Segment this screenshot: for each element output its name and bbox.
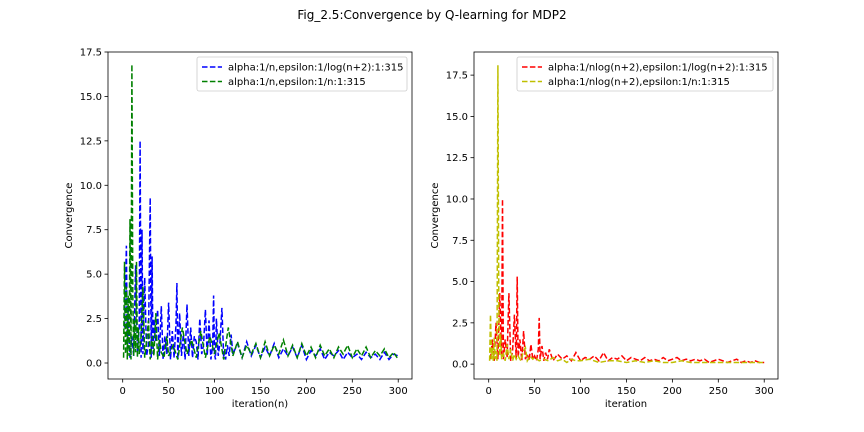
series-group [488, 65, 765, 364]
x-tick-label: 0 [486, 386, 492, 397]
y-tick-label: 17.5 [80, 48, 102, 59]
x-tick-label: 150 [251, 386, 270, 397]
y-tick-label: 17.5 [446, 71, 468, 82]
x-axis-label: iteration [605, 399, 647, 410]
series-line-1 [122, 64, 399, 361]
right-chart: 0 50 100 150 200 250 300 0.0 2.5 5.0 7.5 10.0 12.5 15… [430, 51, 779, 410]
x-tick-label: 0 [120, 386, 126, 397]
y-tick-label: 5.0 [86, 270, 102, 281]
legend-label: alpha:1/nlog(n+2),epsilon:1/log(n+2):1:3… [548, 63, 768, 74]
left-chart: 0 50 100 150 200 250 300 0.0 2.5 5.0 7.5 10.0 12.5 15… [64, 48, 413, 410]
x-tick-label: 300 [389, 386, 408, 397]
x-tick-label: 100 [205, 386, 224, 397]
y-tick-label: 15.0 [80, 92, 102, 103]
plot-area [108, 52, 412, 379]
y-tick-label: 15.0 [446, 112, 468, 123]
legend: alpha:1/n,epsilon:1/log(n+2):1:315 alpha:… [196, 56, 408, 92]
x-tick-label: 300 [755, 386, 774, 397]
y-tick-label: 7.5 [86, 225, 102, 236]
legend-label: alpha:1/nlog(n+2),epsilon:1/n:1:315 [548, 77, 730, 88]
x-tick-label: 250 [343, 386, 362, 397]
y-tick-label: 0.0 [86, 359, 102, 370]
x-axis-label: iteration(n) [232, 399, 288, 410]
legend-label: alpha:1/n,epsilon:1/n:1:315 [228, 77, 366, 88]
x-tick-label: 100 [571, 386, 590, 397]
y-tick-label: 10.0 [80, 181, 102, 192]
axes-frame [473, 51, 779, 380]
y-axis-label: Convergence [64, 183, 75, 249]
x-tick-label: 200 [663, 386, 682, 397]
legend-label: alpha:1/n,epsilon:1/log(n+2):1:315 [228, 63, 403, 74]
x-tick-label: 150 [617, 386, 636, 397]
x-tick-label: 250 [709, 386, 728, 397]
series-line-0 [489, 198, 765, 364]
axes-frame [107, 51, 413, 380]
x-tick-label: 50 [162, 386, 175, 397]
y-tick-label: 5.0 [452, 277, 468, 288]
y-axis-label: Convergence [430, 183, 441, 249]
plot-area [474, 52, 778, 379]
y-tick-label: 12.5 [80, 136, 102, 147]
series-line-1 [488, 65, 765, 364]
x-tick-label: 200 [297, 386, 316, 397]
y-tick-label: 2.5 [86, 314, 102, 325]
legend-frame [196, 56, 408, 92]
y-tick-label: 10.0 [446, 194, 468, 205]
y-tick-label: 2.5 [452, 318, 468, 329]
x-tick-label: 50 [528, 386, 541, 397]
legend: alpha:1/nlog(n+2),epsilon:1/log(n+2):1:3… [516, 56, 774, 92]
figure-title: Fig_2.5:Convergence by Q-learning for MD… [297, 8, 566, 22]
y-tick-label: 0.0 [452, 360, 468, 371]
legend-frame [516, 56, 774, 92]
series-group [122, 64, 399, 362]
y-tick-label: 7.5 [452, 236, 468, 247]
y-tick-label: 12.5 [446, 153, 468, 164]
